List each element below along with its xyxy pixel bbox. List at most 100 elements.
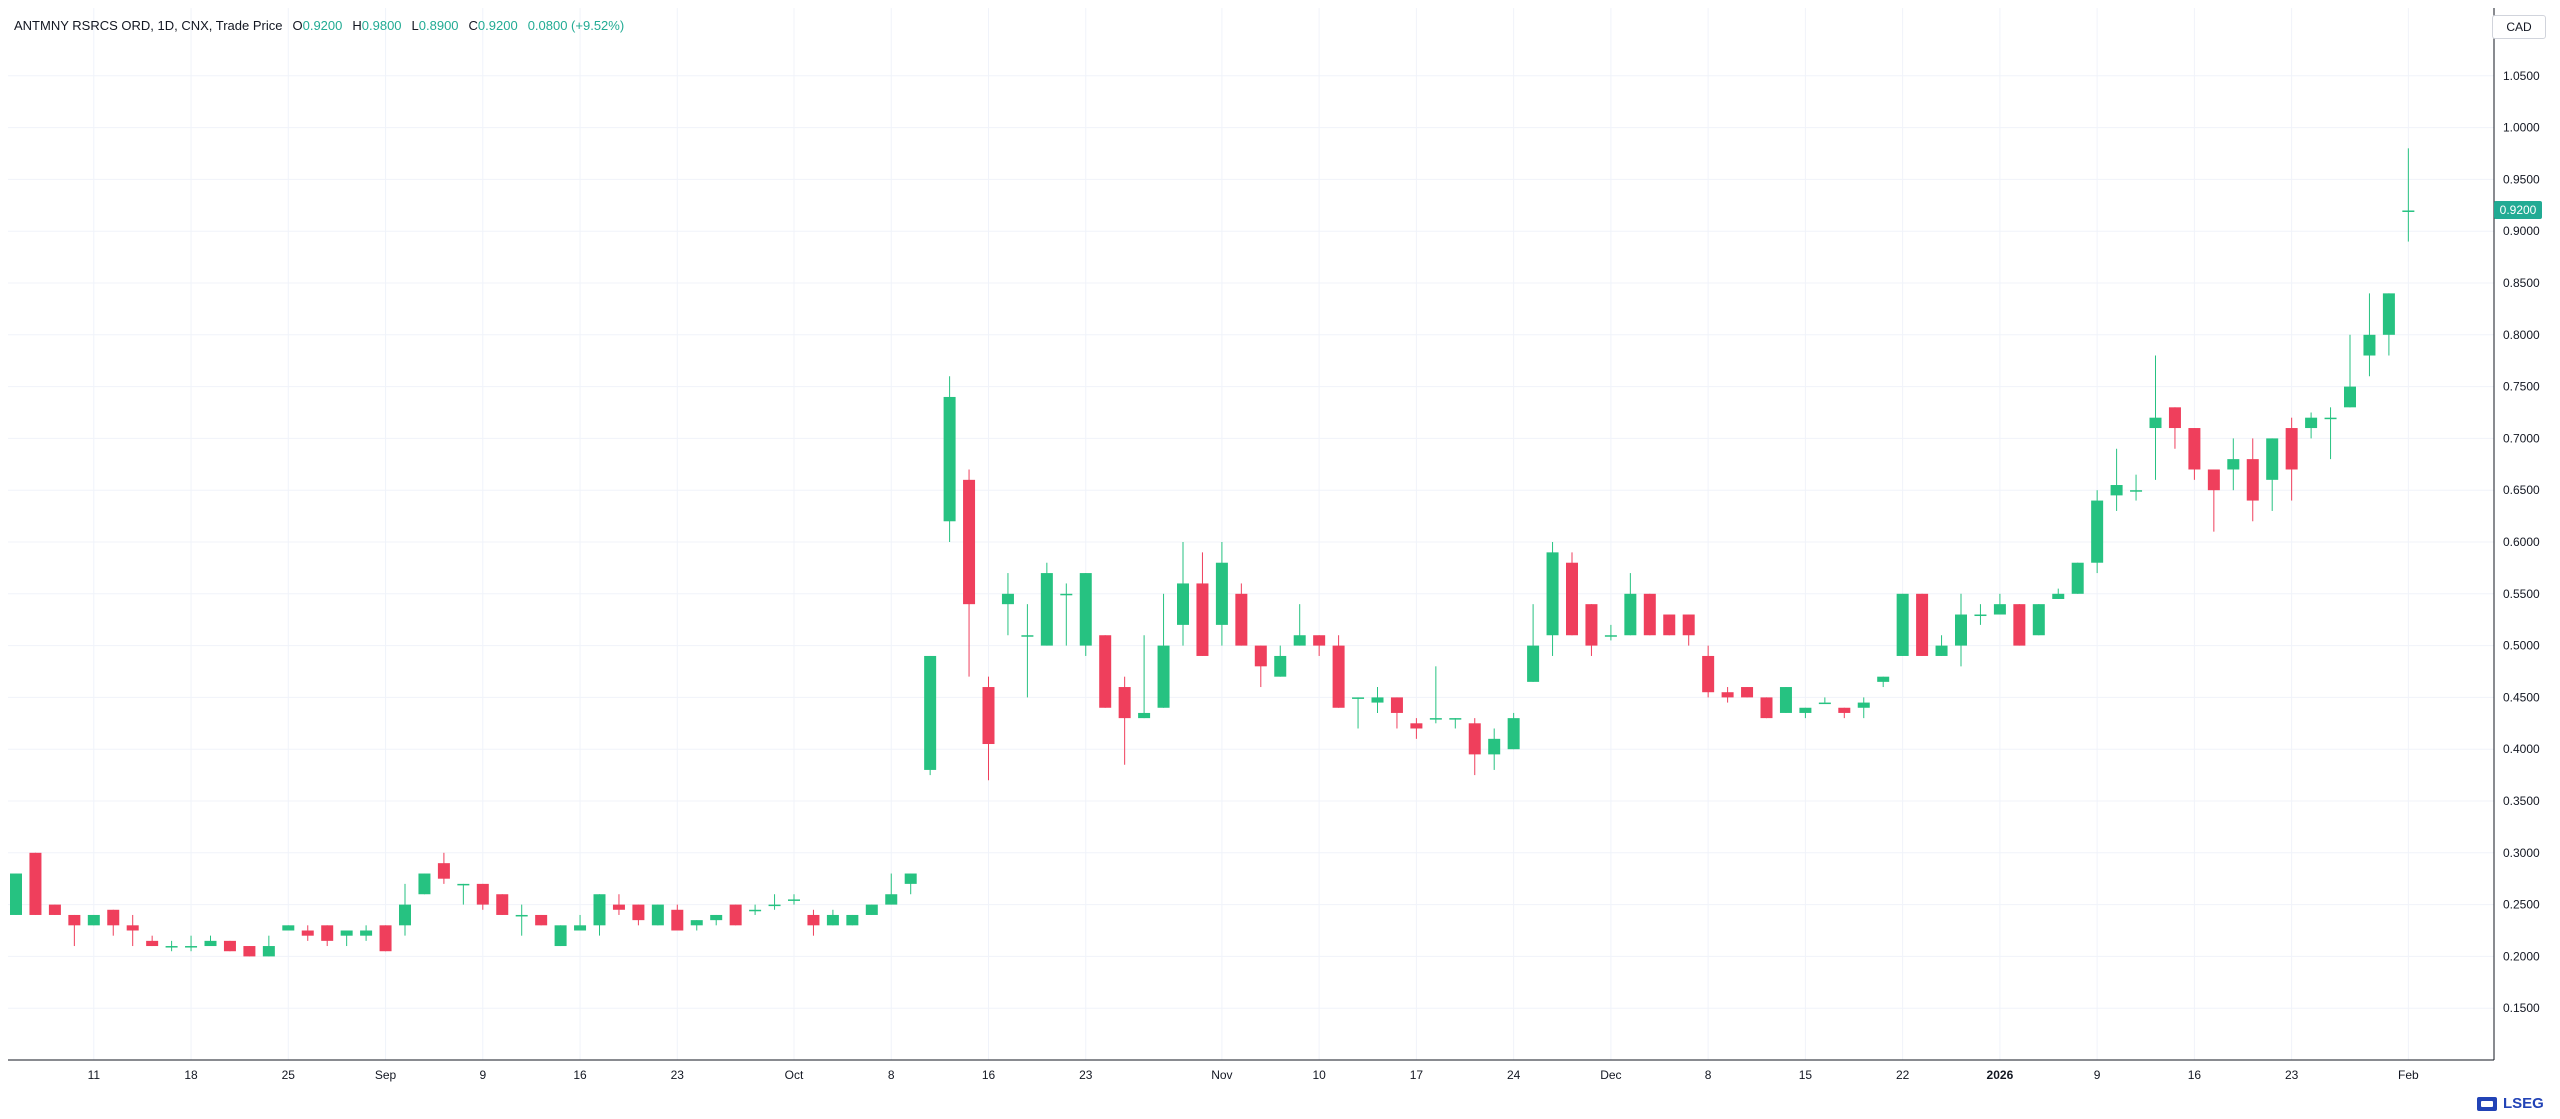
candle-body	[768, 904, 781, 907]
currency-selector[interactable]: CAD	[2492, 15, 2546, 39]
candle	[418, 873, 431, 895]
candle	[1449, 718, 1462, 729]
candle-body	[1877, 676, 1890, 682]
candle	[2052, 588, 2065, 599]
candle	[1857, 697, 1870, 719]
candle-body	[749, 909, 762, 912]
candle	[1955, 593, 1967, 667]
y-tick-label: 0.2000	[2503, 949, 2540, 963]
candle	[1215, 542, 1228, 646]
candle	[321, 925, 334, 947]
y-tick-label: 0.2500	[2503, 898, 2540, 912]
candle-body	[574, 925, 587, 931]
candle-body	[1488, 738, 1501, 755]
candle	[1001, 573, 1014, 636]
candle	[2402, 148, 2415, 242]
candle-body	[1254, 645, 1267, 667]
candle-body	[457, 883, 470, 886]
candle	[2305, 412, 2318, 439]
x-tick-label: 25	[282, 1068, 296, 1082]
candle-body	[1429, 718, 1442, 720]
candle	[399, 883, 411, 936]
candle-body	[360, 930, 373, 936]
x-tick-label: 16	[982, 1068, 996, 1082]
candle	[1741, 687, 1754, 698]
candle-body	[982, 687, 995, 745]
candle	[2071, 562, 2084, 594]
candle	[768, 894, 781, 910]
candle-body	[1585, 604, 1598, 646]
candle-body	[1040, 573, 1053, 646]
candle	[612, 894, 625, 915]
open-value: 0.9200	[302, 18, 343, 33]
x-tick-label: Oct	[785, 1068, 804, 1082]
candle	[1274, 645, 1287, 677]
x-tick-label: 16	[2188, 1068, 2202, 1082]
candle	[1546, 542, 1559, 656]
x-tick-label: 23	[671, 1068, 685, 1082]
candle-body	[632, 904, 645, 921]
candle	[1313, 635, 1326, 656]
candle-body	[1001, 593, 1014, 605]
candle-body	[48, 904, 61, 915]
candle	[1604, 624, 1617, 641]
y-tick-label: 0.4500	[2503, 690, 2540, 704]
candle-body	[68, 914, 81, 926]
x-tick-label: Sep	[375, 1068, 397, 1082]
candle	[671, 904, 684, 931]
candle	[2091, 490, 2104, 574]
y-tick-label: 0.8000	[2503, 328, 2540, 342]
candle-body	[2285, 428, 2298, 470]
candle-body	[204, 940, 217, 947]
x-tick-label: 22	[1896, 1068, 1910, 1082]
candle	[593, 894, 606, 936]
y-tick-label: 0.9500	[2503, 172, 2540, 186]
candle-body	[418, 873, 431, 895]
candle-body	[1177, 583, 1189, 625]
candle	[2013, 604, 2026, 646]
x-tick-label: 9	[2094, 1068, 2101, 1082]
y-tick-label: 0.3000	[2503, 846, 2540, 860]
candle	[535, 914, 548, 926]
candle	[243, 946, 256, 957]
candle-body	[10, 873, 22, 915]
candle	[865, 904, 878, 915]
candle-body	[2013, 604, 2026, 646]
candle	[1838, 707, 1851, 719]
candle	[457, 883, 470, 905]
y-tick-label: 0.8500	[2503, 276, 2540, 290]
candle-body	[1215, 562, 1228, 625]
candle	[165, 940, 178, 952]
candle	[1040, 562, 1053, 646]
candle	[476, 883, 489, 910]
candle-body	[846, 914, 859, 926]
candle-body	[1838, 707, 1851, 713]
candle	[729, 904, 742, 926]
candle	[48, 904, 61, 915]
low-value: 0.8900	[418, 18, 459, 33]
x-tick-label: 11	[88, 1068, 101, 1082]
x-tick-label: 9	[479, 1068, 486, 1082]
candle-body	[399, 904, 411, 926]
candle-body	[651, 904, 664, 926]
symbol-title[interactable]: ANTMNY RSRCS ORD, 1D, CNX, Trade Price	[14, 18, 283, 33]
candle-body	[2188, 428, 2201, 470]
x-tick-label: 23	[1079, 1068, 1093, 1082]
candle	[943, 376, 956, 542]
candle	[2188, 428, 2201, 480]
candle-body	[1916, 593, 1929, 656]
candle-body	[29, 852, 42, 915]
candle	[146, 935, 159, 947]
axes	[8, 8, 2495, 1061]
candle-body	[2266, 438, 2279, 480]
candle-body	[612, 904, 625, 910]
candle-body	[1060, 593, 1073, 596]
candle	[1390, 697, 1403, 729]
y-tick-label: 0.7500	[2503, 380, 2540, 394]
candle-body	[1410, 723, 1423, 729]
candle	[10, 873, 22, 915]
candle-body	[2168, 407, 2181, 429]
candle	[1779, 687, 1792, 713]
candle-body	[1449, 718, 1462, 720]
